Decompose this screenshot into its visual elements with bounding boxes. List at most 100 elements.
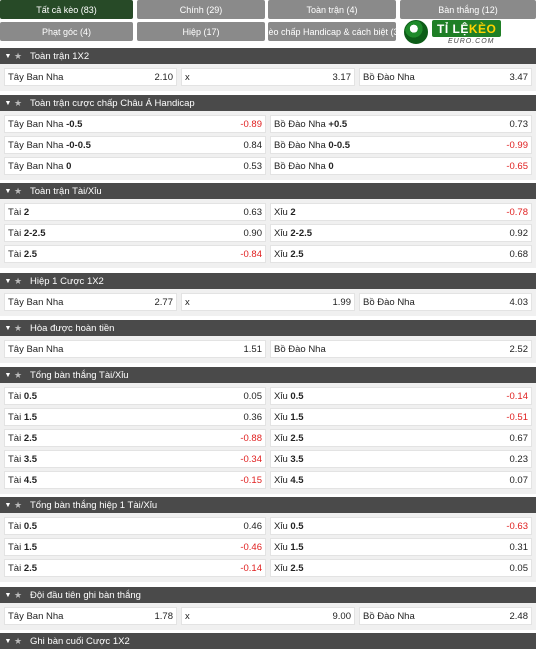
odds-cell[interactable]: Bồ Đào Nha 0 -0.65: [270, 157, 532, 175]
odds-cell[interactable]: Xỉu 2.5 0.05: [270, 559, 532, 577]
market-section: ▼ ★ Hiệp 1 Cược 1X2 Tây Ban Nha 2.77 x 1.99 Bồ …: [0, 273, 536, 316]
section-header[interactable]: ▼ ★ Ghi bàn cuối Cược 1X2: [0, 633, 536, 649]
odds-cell[interactable]: Tài 2.5 -0.88: [4, 429, 266, 447]
site-logo[interactable]: TỈ LỆ KÈO EURO.COM: [400, 19, 536, 50]
odds-cell[interactable]: Xỉu 2.5 0.67: [270, 429, 532, 447]
odds-value: -0.51: [506, 411, 528, 423]
odds-cell[interactable]: Tài 2-2.5 0.90: [4, 224, 266, 242]
odds-cell[interactable]: Tây Ban Nha 0 0.53: [4, 157, 266, 175]
odds-rows: Tài 0.5 0.05 Xỉu 0.5 -0.14 Tài 1.5 0.36 Xỉu 1.…: [0, 383, 536, 494]
section-header[interactable]: ▼ ★ Tổng bàn thắng Tài/Xỉu: [0, 367, 536, 383]
odds-cell[interactable]: Xỉu 3.5 0.23: [270, 450, 532, 468]
selection-name: Bồ Đào Nha: [363, 610, 415, 622]
tab-all-markets[interactable]: Tất cả kèo (83): [0, 0, 133, 19]
odds-row: Tài 0.5 0.05 Xỉu 0.5 -0.14: [4, 387, 532, 405]
star-icon[interactable]: ★: [14, 499, 23, 510]
odds-cell[interactable]: x 9.00: [181, 607, 355, 625]
odds-cell[interactable]: Tây Ban Nha 2.10: [4, 68, 177, 86]
caret-down-icon[interactable]: ▼: [4, 324, 12, 332]
section-header[interactable]: ▼ ★ Toàn trận 1X2: [0, 48, 536, 64]
caret-down-icon[interactable]: ▼: [4, 371, 12, 379]
star-icon[interactable]: ★: [14, 589, 23, 600]
market-section: ▼ ★ Tổng bàn thắng Tài/Xỉu Tài 0.5 0.05 Xỉu 0…: [0, 367, 536, 494]
odds-cell[interactable]: Xỉu 4.5 0.07: [270, 471, 532, 489]
logo-subtext: EURO.COM: [448, 38, 495, 45]
odds-cell[interactable]: Bồ Đào Nha 2.48: [359, 607, 532, 625]
tab-handicap[interactable]: Kèo chấp Handicap & cách biệt (3): [268, 22, 396, 41]
odds-row: Tài 0.5 0.46 Xỉu 0.5 -0.63: [4, 517, 532, 535]
odds-value: -0.78: [506, 206, 528, 218]
selection-name: Xỉu: [274, 206, 288, 218]
star-icon[interactable]: ★: [14, 369, 23, 380]
selection-name: Tây Ban Nha: [8, 610, 64, 622]
star-icon[interactable]: ★: [14, 635, 23, 646]
odds-cell[interactable]: Tài 0.5 0.46: [4, 517, 266, 535]
tab-corners[interactable]: Phạt góc (4): [0, 22, 133, 41]
odds-cell[interactable]: Tài 2.5 -0.14: [4, 559, 266, 577]
odds-cell[interactable]: x 1.99: [181, 293, 355, 311]
section-header[interactable]: ▼ ★ Toàn trận cược chấp Châu Á Handicap: [0, 95, 536, 111]
odds-value: 0.84: [243, 139, 263, 151]
odds-cell[interactable]: Xỉu 1.5 0.31: [270, 538, 532, 556]
odds-value: 0.90: [243, 227, 263, 239]
odds-cell[interactable]: Xỉu 2 -0.78: [270, 203, 532, 221]
caret-down-icon[interactable]: ▼: [4, 52, 12, 60]
star-icon[interactable]: ★: [14, 97, 23, 108]
odds-row: Tài 2.5 -0.88 Xỉu 2.5 0.67: [4, 429, 532, 447]
odds-cell[interactable]: Xỉu 1.5 -0.51: [270, 408, 532, 426]
odds-cell[interactable]: Xỉu 2.5 0.68: [270, 245, 532, 263]
caret-down-icon[interactable]: ▼: [4, 99, 12, 107]
odds-cell[interactable]: Tây Ban Nha 2.77: [4, 293, 177, 311]
section-header[interactable]: ▼ ★ Toàn trận Tài/Xỉu: [0, 183, 536, 199]
odds-value: 0.07: [509, 474, 529, 486]
star-icon[interactable]: ★: [14, 50, 23, 61]
section-header[interactable]: ▼ ★ Tổng bàn thắng hiệp 1 Tài/Xỉu: [0, 497, 536, 513]
odds-cell[interactable]: Tài 0.5 0.05: [4, 387, 266, 405]
odds-cell[interactable]: Tài 2 0.63: [4, 203, 266, 221]
odds-cell[interactable]: Bồ Đào Nha 2.52: [270, 340, 532, 358]
tab-main[interactable]: Chính (29): [137, 0, 265, 19]
caret-down-icon[interactable]: ▼: [4, 187, 12, 195]
odds-cell[interactable]: Tây Ban Nha 1.78: [4, 607, 177, 625]
star-icon[interactable]: ★: [14, 185, 23, 196]
handicap-line: 1.5: [290, 411, 304, 423]
odds-cell[interactable]: x 3.17: [181, 68, 355, 86]
odds-cell[interactable]: Tài 1.5 -0.46: [4, 538, 266, 556]
odds-cell[interactable]: Tài 4.5 -0.15: [4, 471, 266, 489]
caret-down-icon[interactable]: ▼: [4, 277, 12, 285]
odds-cell[interactable]: Bồ Đào Nha 3.47: [359, 68, 532, 86]
selection-name: Tài: [8, 474, 22, 486]
section-header[interactable]: ▼ ★ Hiệp 1 Cược 1X2: [0, 273, 536, 289]
section-header[interactable]: ▼ ★ Hòa được hoàn tiền: [0, 320, 536, 336]
odds-cell[interactable]: Tây Ban Nha -0-0.5 0.84: [4, 136, 266, 154]
selection-label: Xỉu 0.5: [274, 521, 304, 532]
handicap-line: 0.5: [290, 390, 304, 402]
caret-down-icon[interactable]: ▼: [4, 637, 12, 645]
odds-cell[interactable]: Xỉu 0.5 -0.63: [270, 517, 532, 535]
odds-cell[interactable]: Xỉu 2-2.5 0.92: [270, 224, 532, 242]
star-icon[interactable]: ★: [14, 275, 23, 286]
caret-down-icon[interactable]: ▼: [4, 501, 12, 509]
handicap-line: 2.5: [290, 432, 304, 444]
tab-goals[interactable]: Bàn thắng (12): [400, 0, 536, 19]
selection-name: Xỉu: [274, 453, 288, 465]
odds-cell[interactable]: Tài 1.5 0.36: [4, 408, 266, 426]
odds-cell[interactable]: Bồ Đào Nha +0.5 0.73: [270, 115, 532, 133]
tab-full-time[interactable]: Toàn trận (4): [268, 0, 396, 19]
odds-cell[interactable]: Bồ Đào Nha 0-0.5 -0.99: [270, 136, 532, 154]
star-icon[interactable]: ★: [14, 322, 23, 333]
odds-value: -0.99: [506, 139, 528, 151]
odds-value: 9.00: [332, 610, 352, 622]
odds-cell[interactable]: Xỉu 0.5 -0.14: [270, 387, 532, 405]
odds-cell[interactable]: Bồ Đào Nha 4.03: [359, 293, 532, 311]
odds-cell[interactable]: Tài 2.5 -0.84: [4, 245, 266, 263]
caret-down-icon[interactable]: ▼: [4, 591, 12, 599]
section-header[interactable]: ▼ ★ Đội đầu tiên ghi bàn thắng: [0, 587, 536, 603]
selection-name: Tài: [8, 227, 22, 239]
odds-cell[interactable]: Tây Ban Nha 1.51: [4, 340, 266, 358]
handicap-line: 3.5: [290, 453, 304, 465]
tab-halves[interactable]: Hiệp (17): [137, 22, 265, 41]
odds-cell[interactable]: Tài 3.5 -0.34: [4, 450, 266, 468]
odds-cell[interactable]: Tây Ban Nha -0.5 -0.89: [4, 115, 266, 133]
selection-label: Bồ Đào Nha: [363, 611, 415, 622]
